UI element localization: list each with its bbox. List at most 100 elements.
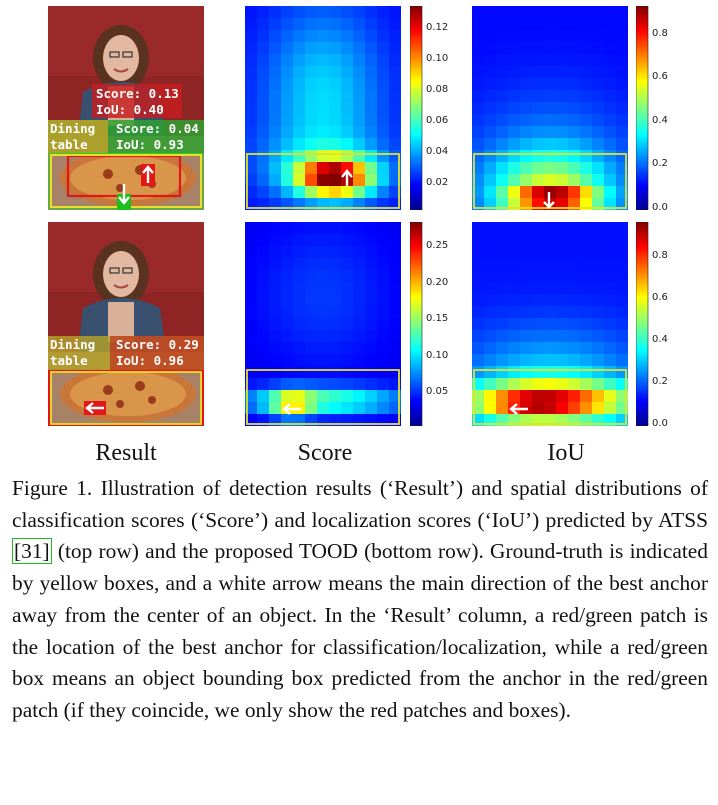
heatmap-cell xyxy=(532,294,545,307)
heatmap-cell xyxy=(389,126,401,139)
heatmap-cell xyxy=(353,414,366,426)
heatmap-cell xyxy=(508,234,521,247)
overlay-score-red-bottom: Score: 0.29 IoU: 0.96 xyxy=(116,337,199,368)
heatmap-cell xyxy=(293,78,306,91)
heatmap-cell xyxy=(508,30,521,43)
heatmap-cell xyxy=(484,318,497,331)
tick-label: 0.0 xyxy=(652,418,668,426)
heatmap-cell xyxy=(544,18,557,31)
heatmap-cell xyxy=(389,102,401,115)
heatmap-cell xyxy=(616,306,628,319)
heatmap-cell xyxy=(616,318,628,331)
column-label-iou: IoU xyxy=(547,440,585,466)
heatmap-cell xyxy=(305,18,318,31)
heatmap-cell xyxy=(389,378,401,391)
heatmap-cell xyxy=(532,54,545,67)
heatmap-cell xyxy=(305,42,318,55)
heatmap-cell xyxy=(616,378,628,391)
heatmap-cell xyxy=(317,402,330,415)
heatmap-cell xyxy=(281,282,294,295)
heatmap-cell xyxy=(496,222,509,235)
heatmap-cell xyxy=(604,54,617,67)
heatmap-cell xyxy=(365,366,378,379)
heatmap-cell xyxy=(317,162,330,175)
heatmap-cell xyxy=(532,390,545,403)
heatmap-cell xyxy=(484,294,497,307)
heatmap-cell xyxy=(377,390,390,403)
heatmap-cell xyxy=(532,354,545,367)
heatmap-cell xyxy=(329,18,342,31)
heatmap-cell xyxy=(520,102,533,115)
tick-label: 0.4 xyxy=(652,115,668,126)
heatmap-cell xyxy=(245,354,258,367)
heatmap-cell xyxy=(484,138,497,151)
heatmap-cell xyxy=(568,90,581,103)
heatmap-cell xyxy=(329,186,342,199)
heatmap-cell xyxy=(604,414,617,426)
heatmap-cell xyxy=(329,318,342,331)
heatmap-cell xyxy=(496,414,509,426)
heatmap-cell xyxy=(592,282,605,295)
heatmap-cell xyxy=(592,270,605,283)
heatmap-cell xyxy=(245,18,258,31)
heatmap-cell xyxy=(341,126,354,139)
heatmap-cell xyxy=(616,18,628,31)
heatmap-cell xyxy=(532,330,545,343)
heatmap-cell xyxy=(245,282,258,295)
heatmap-cell xyxy=(377,378,390,391)
heatmap-cell xyxy=(365,354,378,367)
score-colorbar-top-ticks: 0.12 0.10 0.08 0.06 0.04 0.02 xyxy=(426,22,448,188)
heatmap-cell xyxy=(353,366,366,379)
heatmap-cell xyxy=(245,138,258,151)
heatmap-cell xyxy=(556,246,569,259)
heatmap-cell xyxy=(389,78,401,91)
heatmap-cell xyxy=(484,102,497,115)
arrow-icon xyxy=(543,192,555,209)
heatmap-cell xyxy=(341,270,354,283)
heatmap-cell xyxy=(377,270,390,283)
heatmap-cell xyxy=(556,294,569,307)
heatmap-cell xyxy=(604,90,617,103)
heatmap-cell xyxy=(257,270,270,283)
heatmap-cell xyxy=(616,66,628,79)
heatmap-cell xyxy=(317,282,330,295)
tick-label: 0.25 xyxy=(426,240,448,251)
heatmap-cell xyxy=(592,54,605,67)
heatmap-cell xyxy=(269,270,282,283)
heatmap-cell xyxy=(317,138,330,151)
heatmap-cell xyxy=(317,330,330,343)
heatmap-cell xyxy=(329,390,342,403)
heatmap-cell xyxy=(281,330,294,343)
heatmap-cell xyxy=(353,318,366,331)
heatmap-cell xyxy=(496,114,509,127)
heatmap-cell xyxy=(556,366,569,379)
heatmap-cell xyxy=(544,342,557,355)
heatmap-cell xyxy=(616,54,628,67)
heatmap-cell xyxy=(305,318,318,331)
heatmap-cell xyxy=(496,102,509,115)
heatmap-cell xyxy=(269,294,282,307)
heatmap-cell xyxy=(317,174,330,187)
result-image-bottom: Dining table Score: 0.29 IoU: 0.96 xyxy=(48,222,204,426)
heatmap-cell xyxy=(484,342,497,355)
heatmap-cell xyxy=(496,174,509,187)
heatmap-cell xyxy=(341,6,354,19)
heatmap-cell xyxy=(377,42,390,55)
heatmap-cell xyxy=(496,342,509,355)
heatmap-cell xyxy=(532,366,545,379)
heatmap-cell xyxy=(353,18,366,31)
heatmap-cell xyxy=(604,294,617,307)
heatmap-cell xyxy=(472,318,485,331)
heatmap-cell xyxy=(377,6,390,19)
heatmap-cell xyxy=(341,42,354,55)
citation-link[interactable]: [31] xyxy=(12,538,52,565)
heatmap-cell xyxy=(269,66,282,79)
heatmap-cell xyxy=(592,306,605,319)
heatmap-cell xyxy=(341,150,354,163)
heatmap-cell xyxy=(592,6,605,19)
heatmap-cell xyxy=(556,90,569,103)
heatmap-cell xyxy=(604,102,617,115)
heatmap-cell xyxy=(317,258,330,271)
heatmap-cell xyxy=(293,186,306,199)
heatmap-cell xyxy=(329,294,342,307)
